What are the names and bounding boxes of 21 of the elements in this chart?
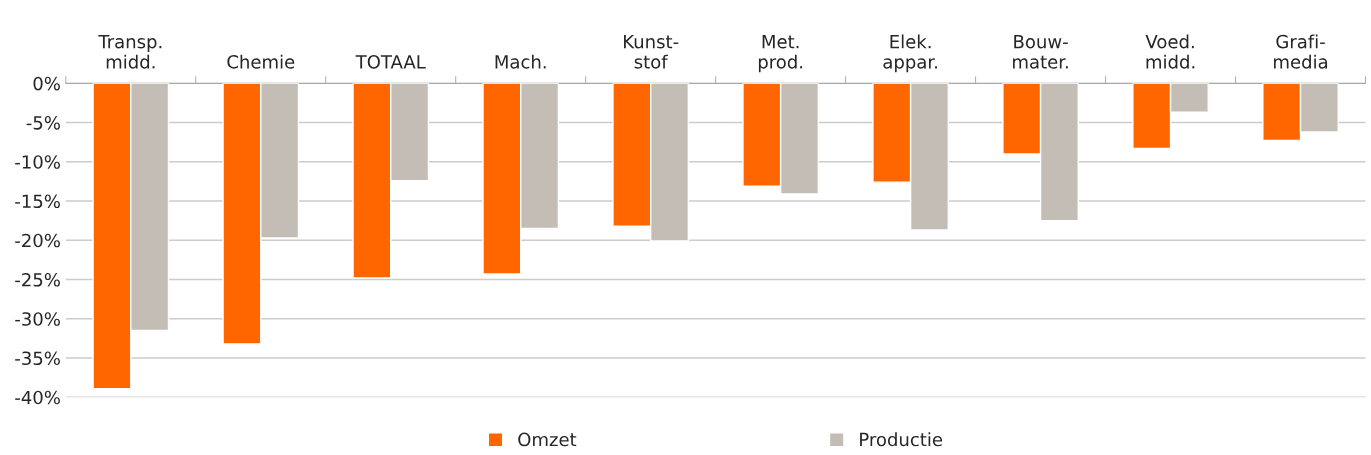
y-tick-label: -40%	[15, 390, 60, 405]
x-tick-label: Met. prod.	[758, 35, 803, 73]
x-tick-label: Kunst- stof	[624, 35, 679, 69]
x-tick-label: Grafi- media	[1274, 34, 1328, 69]
y-tick-label: -15%	[15, 194, 60, 209]
x-tick-label: Voed. midd.	[1145, 34, 1195, 69]
legend-label: Omzet	[518, 432, 577, 447]
legend-label: Productie	[860, 432, 943, 447]
y-tick-label: -20%	[15, 233, 60, 248]
x-tick-label: TOTAAL	[355, 55, 426, 69]
y-tick-label: -10%	[15, 155, 60, 169]
x-tick-label: Chemie	[227, 54, 295, 69]
x-tick-label: Transp. midd.	[98, 35, 162, 69]
x-tick-label: Bouw- mater.	[1013, 35, 1068, 69]
y-tick-label: -5%	[26, 115, 60, 130]
x-tick-label: Elek. appar.	[883, 34, 937, 73]
x-tick-label: Mach.	[495, 54, 546, 69]
y-tick-label: -30%	[15, 312, 60, 326]
y-tick-label: -25%	[15, 272, 60, 287]
y-tick-label: -35%	[15, 351, 60, 366]
y-tick-label: 0%	[33, 76, 60, 91]
